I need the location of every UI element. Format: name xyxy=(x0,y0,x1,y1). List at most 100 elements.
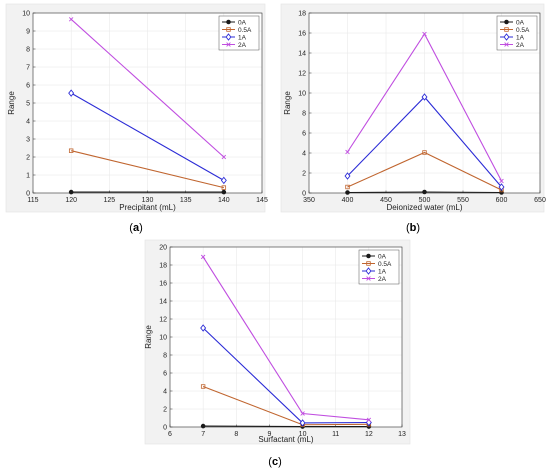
y-tick-label: 6 xyxy=(26,82,30,89)
y-tick-label: 6 xyxy=(302,130,306,137)
y-tick-label: 18 xyxy=(298,10,306,17)
y-tick-label: 9 xyxy=(26,28,30,35)
y-tick-label: 0 xyxy=(26,190,30,197)
data-point-2A xyxy=(422,31,427,37)
y-tick-label: 0 xyxy=(302,190,306,197)
legend-label: 2A xyxy=(238,42,247,49)
x-tick-label: 115 xyxy=(27,197,38,204)
data-point-1A xyxy=(200,324,207,332)
y-tick-label: 6 xyxy=(163,370,167,377)
legend-marker xyxy=(226,27,231,32)
y-tick-label: 7 xyxy=(26,64,30,71)
x-tick-label: 550 xyxy=(457,197,469,204)
data-point-0.5A xyxy=(221,185,227,190)
x-tick-label: 6 xyxy=(168,431,172,438)
y-tick-label: 10 xyxy=(298,90,306,97)
data-point-2A xyxy=(68,17,74,22)
data-point-0A xyxy=(422,189,427,195)
y-tick-label: 8 xyxy=(302,110,306,117)
x-tick-label: 145 xyxy=(256,197,268,204)
y-tick-label: 10 xyxy=(22,10,30,17)
legend-marker xyxy=(366,261,371,266)
x-tick-label: 120 xyxy=(65,197,77,204)
x-tick-label: 135 xyxy=(180,197,192,204)
y-tick-label: 3 xyxy=(26,136,30,143)
y-tick-label: 1 xyxy=(26,172,30,179)
x-axis-label: Precipitant (mL) xyxy=(119,203,176,212)
legend-label: 1A xyxy=(238,34,247,41)
legend-label: 1A xyxy=(378,268,387,275)
y-tick-label: 12 xyxy=(298,70,306,77)
y-tick-label: 10 xyxy=(159,334,167,341)
legend-marker xyxy=(365,267,372,275)
legend-label: 0.5A xyxy=(238,27,252,34)
legend-marker xyxy=(226,19,231,25)
data-point-2A xyxy=(366,417,372,423)
chart-panel-c: 6 7 8 9 10 11 12 13 0 2 4 6 8 10 12 14 16 18 20 Surfactant … xyxy=(144,239,411,445)
y-tick-label: 16 xyxy=(298,30,306,37)
legend-label: 2A xyxy=(378,276,387,283)
y-tick-label: 5 xyxy=(26,100,30,107)
data-point-1A xyxy=(344,172,351,180)
legend-marker xyxy=(504,42,509,47)
panel-caption-b: (b) xyxy=(406,222,420,234)
x-tick-label: 130 xyxy=(142,197,154,204)
legend-label: 0A xyxy=(516,19,525,26)
x-tick-label: 350 xyxy=(303,197,315,204)
chart-panel-b: 350 400 450 500 550 600 650 0 2 4 6 8 10 12 14 16 18 Deio… xyxy=(280,3,546,213)
data-point-0.5A xyxy=(200,384,206,389)
data-point-0A xyxy=(68,189,74,195)
data-point-0.5A xyxy=(345,184,350,190)
legend-marker xyxy=(366,276,371,281)
legend-marker xyxy=(503,33,510,41)
series-line-1A xyxy=(70,92,225,181)
data-point-1A xyxy=(68,89,75,97)
x-tick-label: 12 xyxy=(365,431,373,438)
x-tick-label: 140 xyxy=(218,197,230,204)
data-point-1A xyxy=(498,183,505,191)
panel-caption-a: (a) xyxy=(129,222,142,234)
y-tick-label: 2 xyxy=(26,154,30,161)
data-point-0A xyxy=(345,190,350,195)
x-axis-label: Deionized water (mL) xyxy=(386,203,462,212)
y-tick-label: 4 xyxy=(163,388,167,395)
x-axis-label: Surfactant (mL) xyxy=(258,435,313,444)
y-tick-label: 4 xyxy=(302,150,306,157)
data-point-2A xyxy=(200,254,206,260)
data-point-0A xyxy=(200,423,206,429)
series-line-0.5A xyxy=(71,150,224,189)
x-tick-label: 650 xyxy=(534,197,546,204)
y-tick-label: 2 xyxy=(163,406,167,413)
y-tick-label: 2 xyxy=(302,170,306,177)
x-tick-label: 450 xyxy=(380,197,392,204)
x-tick-label: 13 xyxy=(398,431,406,438)
x-tick-label: 400 xyxy=(342,197,354,204)
x-tick-label: 600 xyxy=(496,197,508,204)
legend-label: 2A xyxy=(516,42,525,49)
data-point-0A xyxy=(499,190,504,195)
legend-marker xyxy=(504,19,509,25)
y-tick-label: 4 xyxy=(26,118,30,125)
data-point-0.5A xyxy=(68,148,74,153)
x-tick-label: 125 xyxy=(103,197,115,204)
series-line-2A xyxy=(70,18,225,158)
data-point-1A xyxy=(220,176,227,185)
y-tick-label: 12 xyxy=(159,316,167,323)
x-tick-label: 8 xyxy=(234,431,238,438)
legend-label: 0A xyxy=(378,253,387,260)
legend-marker xyxy=(504,27,509,32)
y-axis-label: Range xyxy=(7,91,16,115)
data-point-2A xyxy=(221,154,227,160)
y-tick-label: 20 xyxy=(159,244,167,251)
x-tick-label: 7 xyxy=(201,431,205,438)
series-line-0.5A xyxy=(347,151,502,191)
panel-caption-c: (c) xyxy=(268,456,281,468)
y-tick-label: 16 xyxy=(159,280,167,287)
legend-label: 0A xyxy=(238,19,247,26)
data-point-0A xyxy=(221,189,227,195)
legend-label: 1A xyxy=(516,34,525,41)
